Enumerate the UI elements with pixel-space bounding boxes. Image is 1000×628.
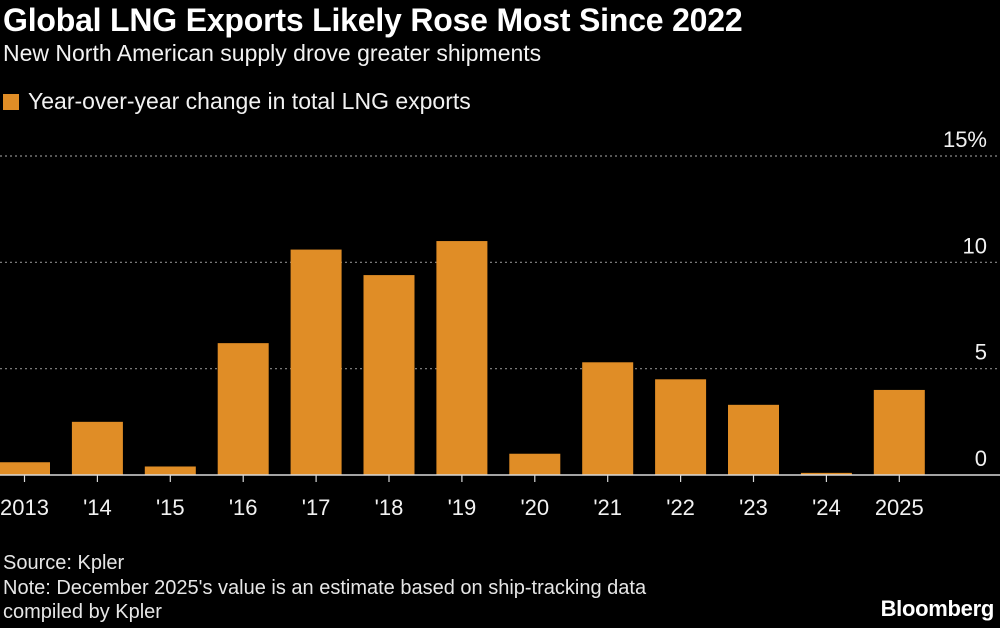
bar — [800, 472, 852, 475]
x-tick-label: '18 — [375, 495, 404, 520]
x-tick-label: '20 — [520, 495, 549, 520]
y-tick-label: 15% — [943, 127, 987, 152]
legend-label: Year-over-year change in total LNG expor… — [28, 88, 471, 114]
bar — [873, 389, 925, 475]
x-tick-label: '15 — [156, 495, 185, 520]
bar — [290, 249, 342, 475]
chart-title: Global LNG Exports Likely Rose Most Sinc… — [3, 2, 743, 38]
estimate-note-line-2: compiled by Kpler — [3, 601, 162, 623]
chart-subtitle: New North American supply drove greater … — [3, 40, 542, 66]
y-tick-label: 0 — [975, 446, 987, 471]
x-tick-label: '14 — [83, 495, 112, 520]
bar — [71, 421, 123, 475]
bloomberg-logo: Bloomberg — [880, 596, 995, 621]
bar — [144, 466, 196, 475]
x-tick-label: 2013 — [0, 495, 49, 520]
bar — [0, 462, 50, 475]
bar — [728, 404, 779, 475]
y-tick-label: 10 — [963, 233, 987, 258]
bar — [655, 379, 707, 475]
bar — [582, 362, 634, 475]
bar — [217, 343, 269, 475]
x-tick-label: 2025 — [875, 495, 924, 520]
y-tick-label: 5 — [975, 340, 987, 365]
bar — [436, 241, 488, 475]
x-tick-label: '16 — [229, 495, 258, 520]
estimate-note-line-1: Note: December 2025's value is an estima… — [3, 577, 647, 599]
x-tick-label: '23 — [739, 495, 768, 520]
bar — [363, 275, 415, 475]
legend: Year-over-year change in total LNG expor… — [3, 88, 471, 115]
x-tick-label: '22 — [666, 495, 695, 520]
x-tick-label: '17 — [302, 495, 331, 520]
legend-swatch — [3, 93, 19, 110]
x-tick-label: '19 — [448, 495, 477, 520]
bar-chart: 0 5 10 15% 2013 '14 '15 '16 '17 '18 '19 '20 '21 '22 '2… — [0, 127, 1000, 520]
bar — [509, 453, 561, 475]
source-note: Source: Kpler — [3, 552, 125, 574]
x-tick-label: '21 — [593, 495, 622, 520]
x-tick-label: '24 — [812, 495, 841, 520]
